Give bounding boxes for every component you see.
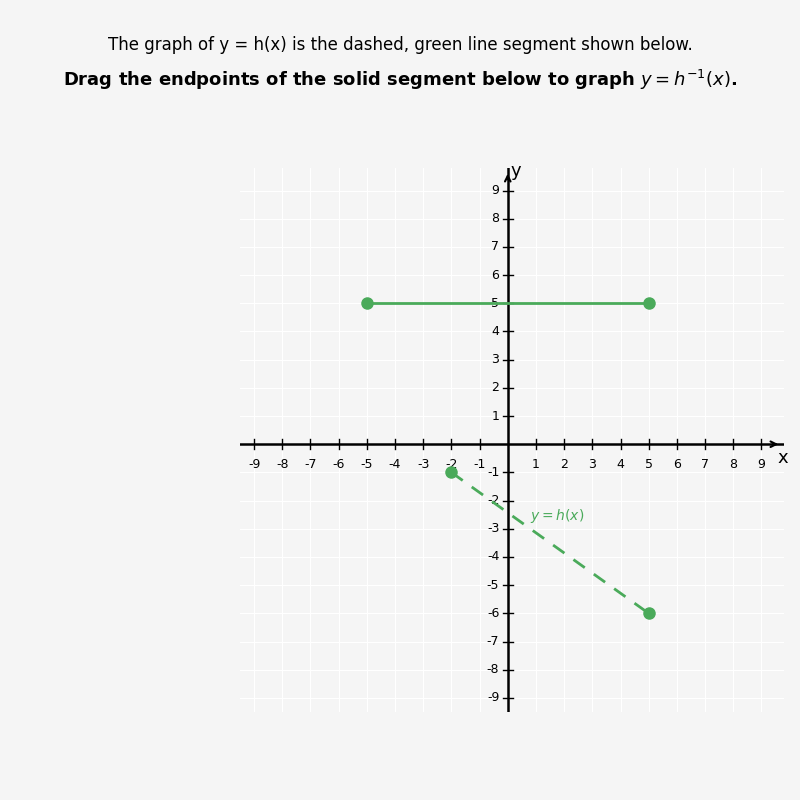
- Text: -5: -5: [361, 458, 373, 471]
- Text: 3: 3: [491, 353, 499, 366]
- Text: y: y: [511, 162, 522, 180]
- Text: -9: -9: [487, 691, 499, 705]
- Text: -2: -2: [487, 494, 499, 507]
- Text: 1: 1: [491, 410, 499, 422]
- Text: 2: 2: [491, 382, 499, 394]
- Text: -2: -2: [446, 458, 458, 471]
- Text: 8: 8: [730, 458, 738, 471]
- Text: 1: 1: [532, 458, 540, 471]
- Text: 5: 5: [491, 297, 499, 310]
- Text: -1: -1: [474, 458, 486, 471]
- Text: -3: -3: [417, 458, 430, 471]
- Text: 9: 9: [491, 184, 499, 197]
- Text: 9: 9: [758, 458, 766, 471]
- Text: x: x: [778, 450, 788, 467]
- Text: 8: 8: [491, 212, 499, 226]
- Text: -8: -8: [276, 458, 289, 471]
- Text: Drag the endpoints of the solid segment below to graph $y = h^{-1}(x)$.: Drag the endpoints of the solid segment …: [63, 68, 737, 92]
- Text: -7: -7: [487, 635, 499, 648]
- Text: The graph of y = h(x) is the dashed, green line segment shown below.: The graph of y = h(x) is the dashed, gre…: [108, 36, 692, 54]
- Text: 7: 7: [491, 241, 499, 254]
- Text: 5: 5: [645, 458, 653, 471]
- Text: -4: -4: [487, 550, 499, 563]
- Text: -7: -7: [304, 458, 317, 471]
- Text: 7: 7: [701, 458, 709, 471]
- Text: -4: -4: [389, 458, 402, 471]
- Text: -5: -5: [487, 578, 499, 592]
- Text: -3: -3: [487, 522, 499, 535]
- Text: 4: 4: [491, 325, 499, 338]
- Text: -9: -9: [248, 458, 260, 471]
- Text: -1: -1: [487, 466, 499, 479]
- Text: -6: -6: [487, 607, 499, 620]
- Text: 6: 6: [491, 269, 499, 282]
- Text: -8: -8: [487, 663, 499, 676]
- Text: -6: -6: [333, 458, 345, 471]
- Text: 6: 6: [673, 458, 681, 471]
- Text: 3: 3: [588, 458, 596, 471]
- Text: 4: 4: [617, 458, 625, 471]
- Text: 2: 2: [560, 458, 568, 471]
- Text: $y = h(x)$: $y = h(x)$: [530, 507, 585, 526]
